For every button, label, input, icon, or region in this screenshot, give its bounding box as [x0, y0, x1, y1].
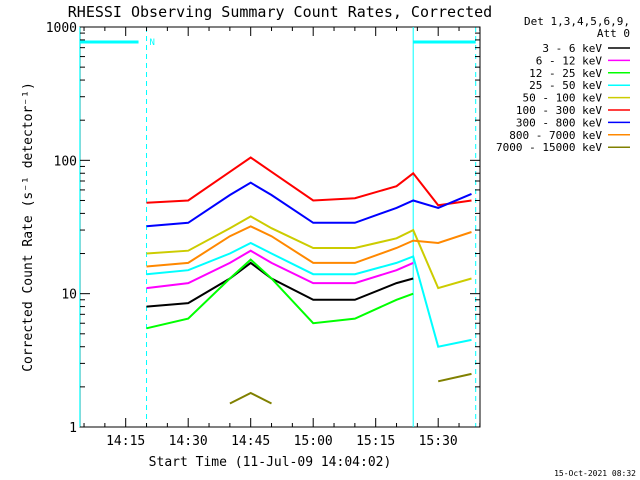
- x-axis-label: Start Time (11-Jul-09 14:04:02): [149, 455, 392, 470]
- legend-label: 50 - 100 keV: [523, 92, 603, 105]
- y-tick-label: 1: [69, 421, 77, 436]
- x-tick-label: 14:45: [231, 434, 270, 449]
- plot-frame: [79, 26, 481, 428]
- legend-header: Det 1,3,4,5,6,9,: [524, 15, 630, 28]
- legend-label: 3 - 6 keV: [542, 42, 602, 55]
- series-line-6: [146, 181, 472, 228]
- x-tick-label: 15:15: [356, 434, 395, 449]
- series-line-1: [146, 249, 414, 290]
- series-line-2: [146, 258, 414, 330]
- timestamp: 15-Oct-2021 08:32: [554, 469, 636, 478]
- series-layer: [146, 156, 472, 405]
- x-tick-label: 15:30: [419, 434, 458, 449]
- series-line-4: [146, 215, 472, 290]
- y-tick-label: 10: [61, 288, 77, 303]
- chart-title: RHESSI Observing Summary Count Rates, Co…: [68, 3, 492, 21]
- series-line-8: [437, 372, 472, 383]
- x-tick-label: 14:30: [169, 434, 208, 449]
- legend-label: 800 - 7000 keV: [509, 129, 602, 142]
- series-line-7: [146, 225, 472, 268]
- night-marker-label: N: [150, 38, 155, 48]
- x-tick-label: 14:15: [106, 434, 145, 449]
- y-tick-label: 100: [54, 154, 77, 169]
- legend-label: 300 - 800 keV: [516, 116, 602, 129]
- legend-label: 100 - 300 keV: [516, 104, 602, 117]
- annotation-layer: N: [79, 27, 477, 427]
- legend-header: Att 0: [597, 27, 630, 40]
- legend-label: 7000 - 15000 keV: [496, 141, 602, 154]
- legend-label: 6 - 12 keV: [536, 54, 603, 67]
- y-axis-label: Corrected Count Rate (s⁻¹ detector⁻¹): [21, 82, 36, 372]
- x-tick-label: 15:00: [294, 434, 333, 449]
- series-line-8: [229, 391, 272, 405]
- legend-label: 25 - 50 keV: [529, 79, 602, 92]
- series-line-3: [146, 241, 472, 348]
- axes-layer: 14:15 14:30 14:45 15:00 15:15 15:30 1 10 100 1000: [46, 21, 481, 449]
- legend-label: 12 - 25 keV: [529, 67, 602, 80]
- y-tick-label: 1000: [46, 21, 77, 36]
- series-line-5: [146, 156, 472, 207]
